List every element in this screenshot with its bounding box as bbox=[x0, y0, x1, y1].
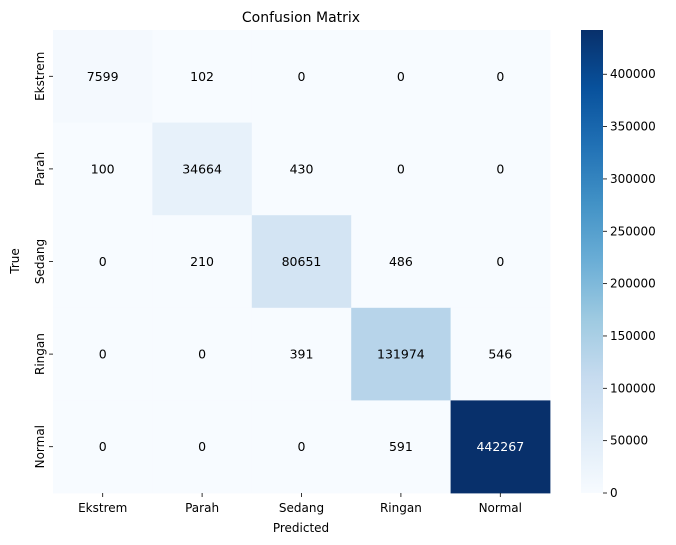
x-tick-label: Sedang bbox=[279, 501, 324, 515]
cell-value-label: 0 bbox=[496, 254, 504, 269]
cell-value-label: 486 bbox=[389, 254, 413, 269]
x-tick-label: Parah bbox=[185, 501, 219, 515]
heatmap-cell bbox=[152, 215, 253, 309]
y-axis-ticks: Ekstrem Parah Sedang Ringan Normal bbox=[33, 52, 53, 468]
y-tick-label: Parah bbox=[33, 152, 47, 186]
heatmap-cell bbox=[53, 122, 153, 216]
colorbar-tick-label: 300000 bbox=[610, 172, 656, 186]
heatmap-cell bbox=[351, 307, 451, 401]
y-tick-label: Sedang bbox=[33, 239, 47, 284]
heatmap-cell bbox=[53, 307, 153, 401]
heatmap-cell bbox=[152, 122, 253, 216]
cell-value-label: 7599 bbox=[87, 69, 119, 84]
heatmap-cell bbox=[351, 215, 451, 309]
chart-title: Confusion Matrix bbox=[242, 10, 360, 26]
cell-value-label: 0 bbox=[198, 439, 206, 454]
cell-value-label: 442267 bbox=[476, 439, 524, 454]
cell-value-label: 591 bbox=[389, 439, 413, 454]
cell-value-label: 0 bbox=[198, 347, 206, 362]
heatmap-cell bbox=[351, 400, 451, 494]
heatmap-cell bbox=[53, 30, 153, 123]
x-tick-label: Ringan bbox=[380, 501, 422, 515]
cell-value-label: 210 bbox=[190, 254, 214, 269]
cell-value-label: 102 bbox=[190, 69, 214, 84]
colorbar-tick-label: 400000 bbox=[610, 67, 656, 81]
cell-value-label: 0 bbox=[298, 69, 306, 84]
x-tick-label: Normal bbox=[479, 501, 522, 515]
heatmap-cells: 7599 102 0 0 0 100 34664 430 0 0 0 210 80651 486 0 0 0 39… bbox=[53, 30, 551, 494]
colorbar-tick-label: 250000 bbox=[610, 224, 656, 238]
heatmap-cell bbox=[251, 215, 352, 309]
cell-value-label: 0 bbox=[99, 254, 107, 269]
heatmap-cell bbox=[450, 215, 551, 309]
heatmap-cell bbox=[450, 307, 551, 401]
cell-value-label: 0 bbox=[99, 439, 107, 454]
colorbar-tick-label: 0 bbox=[610, 486, 618, 500]
y-tick-label: Ekstrem bbox=[33, 52, 47, 101]
colorbar-tick-label: 100000 bbox=[610, 381, 656, 395]
colorbar-tick-label: 50000 bbox=[610, 434, 648, 448]
cell-value-label: 0 bbox=[397, 161, 405, 176]
heatmap-cell bbox=[251, 122, 352, 216]
heatmap-cell bbox=[152, 400, 253, 494]
heatmap-cell bbox=[53, 400, 153, 494]
heatmap-cell bbox=[251, 30, 352, 123]
cell-value-label: 0 bbox=[496, 161, 504, 176]
colorbar-tick-label: 150000 bbox=[610, 329, 656, 343]
heatmap-cell bbox=[251, 400, 352, 494]
colorbar-tick-label: 200000 bbox=[610, 277, 656, 291]
x-axis-ticks: Ekstrem Parah Sedang Ringan Normal bbox=[78, 493, 522, 515]
cell-value-label: 0 bbox=[99, 347, 107, 362]
colorbar-tick-label: 350000 bbox=[610, 120, 656, 134]
heatmap-cell bbox=[450, 122, 551, 216]
cell-value-label: 0 bbox=[397, 69, 405, 84]
cell-value-label: 391 bbox=[290, 347, 314, 362]
cell-value-label: 131974 bbox=[377, 347, 425, 362]
heatmap-cell bbox=[351, 30, 451, 123]
cell-value-label: 430 bbox=[290, 161, 314, 176]
heatmap-cell bbox=[450, 400, 551, 494]
cell-value-label: 80651 bbox=[282, 254, 322, 269]
cell-value-label: 546 bbox=[488, 347, 512, 362]
colorbar bbox=[581, 30, 603, 493]
x-axis-label: Predicted bbox=[273, 521, 329, 535]
heatmap-cell bbox=[152, 307, 253, 401]
cell-value-label: 0 bbox=[298, 439, 306, 454]
x-tick-label: Ekstrem bbox=[78, 501, 127, 515]
heatmap-cell bbox=[53, 215, 153, 309]
y-tick-label: Normal bbox=[33, 425, 47, 468]
colorbar-ticks: 0 50000 100000 150000 200000 250000 300000 3500… bbox=[603, 67, 656, 500]
heatmap-cell bbox=[251, 307, 352, 401]
cell-value-label: 100 bbox=[91, 161, 115, 176]
cell-value-label: 34664 bbox=[182, 161, 222, 176]
y-axis-label: True bbox=[8, 248, 22, 275]
heatmap-cell bbox=[351, 122, 451, 216]
heatmap-cell bbox=[152, 30, 253, 123]
heatmap-cell bbox=[450, 30, 551, 123]
cell-value-label: 0 bbox=[496, 69, 504, 84]
y-tick-label: Ringan bbox=[33, 333, 47, 375]
